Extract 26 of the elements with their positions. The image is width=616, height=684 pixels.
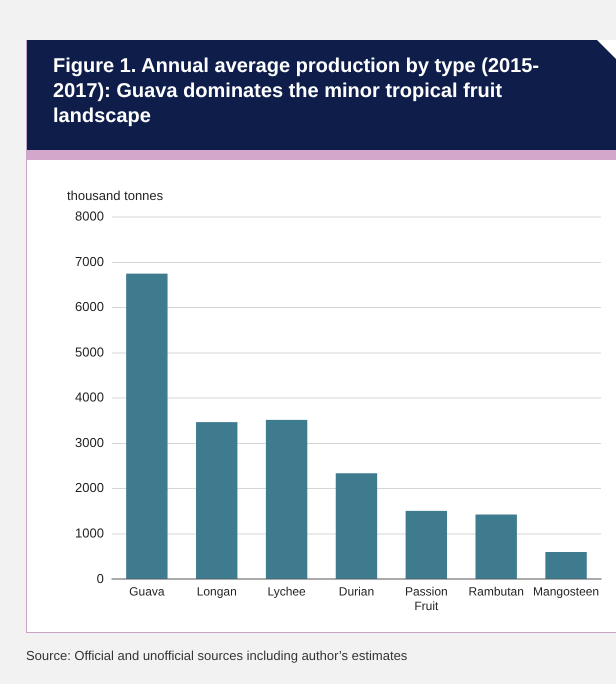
x-tick-label: Durian [338,584,374,599]
x-tick-label: Longan [196,584,237,599]
bar [406,510,448,579]
bar [336,473,378,579]
bar [126,274,168,579]
x-tick-label: Rambutan [468,584,524,599]
y-tick-label: 7000 [75,254,104,269]
y-tick-label: 4000 [75,390,104,405]
x-tick-label: Mangosteen [533,584,600,599]
y-axis-title: thousand tonnes [67,188,164,204]
y-tick-label: 2000 [75,480,104,496]
bar [196,422,238,579]
y-tick-label: 3000 [75,434,104,450]
x-tick-label: Lychee [267,584,306,599]
source-note: Source: Official and unofficial sources including author’s estimates [26,648,408,663]
x-tick-label: Passion Fruit [404,584,448,614]
bar [266,420,308,579]
y-tick-label: 5000 [75,344,104,360]
bar [475,514,517,579]
y-tick-label: 8000 [75,208,104,224]
y-tick-label: 0 [96,570,104,586]
bar [545,552,587,579]
x-tick-label: Guava [129,584,165,599]
chart-title: Figure 1. Annual average production by type (2015-2017): Guava dominates the minor tropical fruit landscape [53,54,540,129]
y-tick-label: 1000 [75,526,104,541]
y-tick-label: 6000 [75,299,104,314]
